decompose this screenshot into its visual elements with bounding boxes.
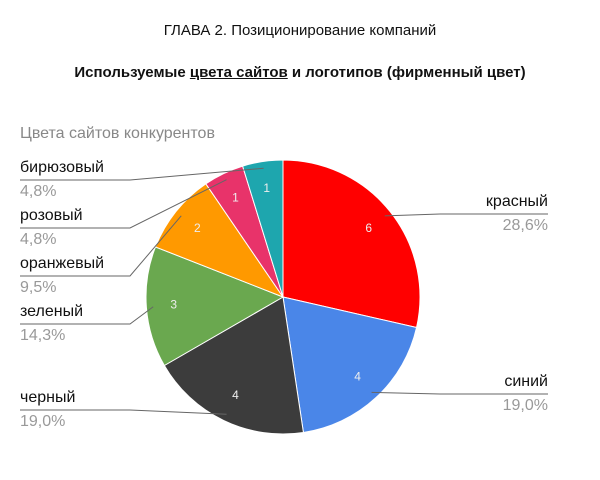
legend-label: синий	[504, 373, 548, 390]
subtitle-part: и логотипов (фирменный цвет)	[287, 64, 526, 81]
leader-line	[20, 215, 182, 277]
slice-count: 2	[194, 221, 201, 235]
slice-count: 3	[170, 297, 177, 311]
slice-count: 4	[232, 388, 239, 402]
slice-count: 1	[263, 181, 270, 195]
subtitle-part: Используемые	[74, 64, 190, 81]
slice-count: 4	[354, 370, 361, 384]
leader-line	[20, 409, 227, 415]
chart-title: Цвета сайтов конкурентов	[20, 125, 215, 142]
percent-label: 4,8%	[20, 183, 56, 200]
slice-count: 6	[365, 221, 372, 235]
legend-label: оранжевый	[20, 255, 104, 272]
header-subtitle: Используемые цвета сайтов и логотипов (ф…	[0, 64, 600, 81]
header-title: ГЛАВА 2. Позиционирование компаний	[163, 22, 437, 39]
slice-count: 1	[232, 190, 239, 204]
pie-slice	[163, 296, 304, 435]
legend-label: черный	[20, 389, 75, 406]
leader-line	[20, 167, 264, 181]
legend-label: зеленый	[20, 303, 83, 320]
pie-slice	[145, 246, 285, 367]
legend-label: красный	[486, 193, 548, 210]
pie-slice	[282, 159, 421, 329]
leader-line	[371, 391, 548, 395]
leader-line	[384, 213, 548, 217]
pie-slice	[282, 296, 418, 434]
percent-label: 28,6%	[503, 217, 548, 234]
percent-label: 19,0%	[503, 397, 548, 414]
legend-label: розовый	[20, 207, 83, 224]
legend-label: бирюзовый	[20, 159, 104, 176]
leader-line	[20, 179, 227, 229]
percent-label: 14,3%	[20, 327, 65, 344]
percent-label: 4,8%	[20, 231, 56, 248]
leader-line	[20, 306, 154, 325]
percent-label: 9,5%	[20, 279, 56, 296]
percent-label: 19,0%	[20, 413, 65, 430]
pie-slice	[241, 159, 284, 298]
subtitle-part: цвета сайтов	[189, 64, 288, 81]
